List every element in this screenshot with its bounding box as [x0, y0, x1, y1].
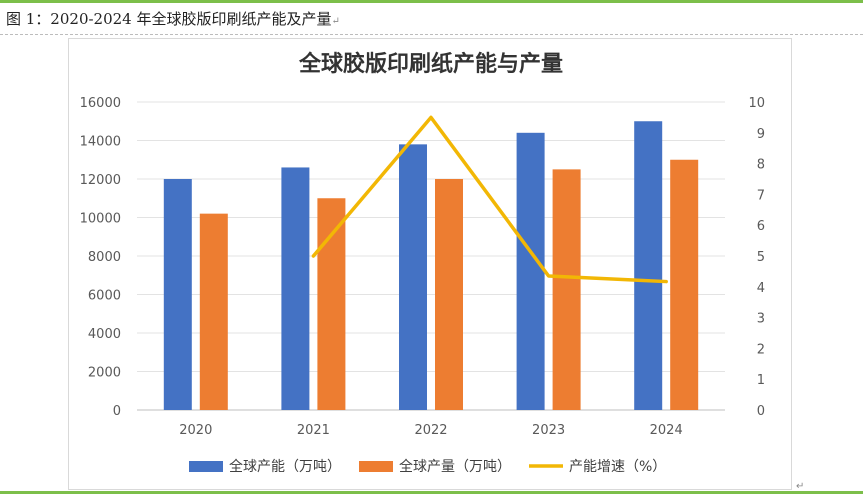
end-return-mark: ↵	[796, 481, 805, 492]
bars	[163, 121, 699, 411]
legend-label: 全球产量（万吨）	[399, 458, 511, 475]
bar-capacity	[516, 132, 545, 411]
caption-return-mark: ↵	[331, 16, 340, 27]
left-tick-label: 14000	[80, 135, 121, 150]
bar-output	[670, 159, 699, 410]
caption-divider	[0, 34, 863, 35]
right-tick-label: 4	[757, 281, 765, 296]
chart-title: 全球胶版印刷纸产能与产量	[298, 51, 563, 77]
right-tick-label: 3	[757, 312, 765, 327]
x-tick-label: 2021	[297, 423, 330, 438]
left-tick-label: 2000	[88, 366, 121, 381]
legend-swatch-output	[359, 461, 393, 472]
right-tick-label: 1	[757, 373, 765, 388]
right-tick-label: 2	[757, 342, 765, 357]
bar-output	[435, 179, 463, 410]
bar-capacity	[281, 167, 310, 410]
left-tick-label: 8000	[88, 250, 121, 265]
bar-capacity	[399, 144, 427, 410]
right-tick-label: 7	[757, 188, 765, 203]
chart-svg: 全球胶版印刷纸产能与产量 0 2000 4000 6000 8000 10000 12000…	[80, 51, 765, 475]
legend-label: 产能增速（%）	[569, 459, 666, 475]
right-tick-label: 8	[757, 158, 765, 173]
left-tick-label: 10000	[80, 212, 121, 227]
left-tick-label: 4000	[88, 327, 121, 342]
gridlines	[137, 101, 725, 411]
growth-line	[311, 115, 668, 284]
x-tick-label: 2022	[414, 423, 447, 438]
caption-text: 图 1：2020-2024 年全球胶版印刷纸产能及产量	[6, 10, 332, 28]
figure-caption: 图 1：2020-2024 年全球胶版印刷纸产能及产量↵	[6, 8, 340, 29]
bar-output	[317, 198, 346, 410]
right-tick-label: 9	[757, 127, 765, 142]
right-tick-label: 6	[757, 219, 765, 234]
legend-label: 全球产能（万吨）	[229, 458, 341, 475]
right-axis: 0 1 2 3 4 5 6 7 8 9 10	[748, 96, 765, 419]
x-axis: 2020 2021 2022 2023 2024	[179, 423, 682, 438]
bar-output	[199, 213, 228, 410]
right-tick-label: 10	[748, 96, 765, 111]
x-tick-label: 2024	[650, 423, 683, 438]
legend: 全球产能（万吨） 全球产量（万吨） 产能增速（%）	[189, 458, 666, 475]
left-tick-label: 12000	[80, 173, 121, 188]
x-tick-label: 2023	[532, 423, 565, 438]
left-axis: 0 2000 4000 6000 8000 10000 12000 14000 16000	[80, 96, 121, 419]
right-tick-label: 5	[757, 250, 765, 265]
bottom-rule	[0, 491, 863, 494]
left-tick-label: 6000	[88, 289, 121, 304]
bar-output	[552, 169, 581, 410]
bar-capacity	[163, 179, 192, 410]
legend-swatch-capacity	[189, 461, 223, 472]
growth-line-path	[311, 115, 668, 284]
left-tick-label: 16000	[80, 96, 121, 111]
right-tick-label: 0	[757, 404, 765, 419]
top-rule	[0, 0, 863, 3]
left-tick-label: 0	[113, 404, 121, 419]
x-tick-label: 2020	[179, 423, 212, 438]
bar-capacity	[634, 121, 663, 410]
chart-container[interactable]: 全球胶版印刷纸产能与产量 0 2000 4000 6000 8000 10000 12000…	[68, 38, 792, 490]
